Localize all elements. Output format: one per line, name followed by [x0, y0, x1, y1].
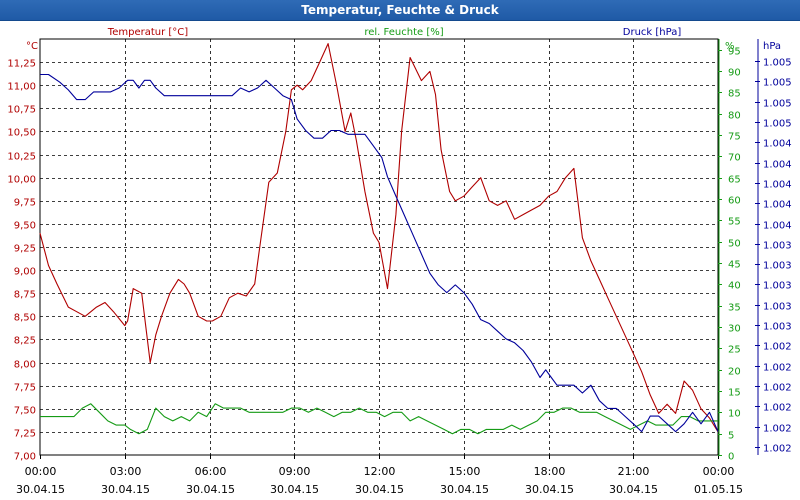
series-line-temperature	[39, 43, 719, 433]
x-tick-time-label: 03:00	[110, 465, 142, 478]
series-line-humidity	[40, 403, 718, 435]
x-tick-time-label: 09:00	[279, 465, 311, 478]
humidity-tick-label: 75	[728, 132, 741, 143]
humidity-tick-label: 20	[728, 367, 741, 378]
x-tick-date-label: 30.04.15	[186, 483, 235, 496]
humidity-tick-label: 0	[728, 452, 734, 463]
temperature-tick-label: 7,50	[14, 406, 36, 417]
temperature-tick-label: 10,25	[7, 152, 36, 163]
pressure-tick-label: 1.002	[763, 424, 792, 435]
temperature-tick-label: 8,00	[14, 360, 36, 371]
humidity-tick-label: 65	[728, 175, 741, 186]
humidity-tick-label: 90	[728, 68, 741, 79]
x-tick-date-label: 30.04.15	[101, 483, 150, 496]
pressure-axis-title: Druck [hPa]	[623, 27, 682, 38]
series-line-pressure	[40, 73, 719, 433]
plot-frame	[39, 38, 719, 456]
x-tick-date-label: 30.04.15	[440, 483, 489, 496]
temperature-tick-label: 8,75	[14, 290, 36, 301]
temperature-tick-label: 11,00	[7, 82, 36, 93]
humidity-tick-label: 80	[728, 111, 741, 122]
x-tick-time-label: 18:00	[534, 465, 566, 478]
humidity-tick-label: 50	[728, 239, 741, 250]
humidity-tick-label: 5	[728, 431, 734, 442]
pressure-tick-label: 1.002	[763, 383, 792, 394]
temperature-tick-label: 10,75	[7, 105, 36, 116]
humidity-tick-label: 45	[728, 260, 741, 271]
pressure-tick-label: 1.005	[763, 99, 792, 110]
temperature-tick-label: 11,25	[7, 59, 36, 70]
humidity-tick-label: 15	[728, 388, 741, 399]
pressure-tick-label: 1.005	[763, 58, 792, 69]
temperature-tick-label: 9,00	[14, 267, 36, 278]
pressure-tick-label: 1.004	[763, 139, 792, 150]
humidity-tick-label: 30	[728, 324, 741, 335]
humidity-tick-label: 35	[728, 303, 741, 314]
x-tick-date-label: 30.04.15	[16, 483, 65, 496]
x-tick-time-label: 00:00	[25, 465, 57, 478]
humidity-tick-label: 95	[728, 47, 741, 58]
temperature-axis-title: Temperatur [°C]	[107, 27, 188, 38]
pressure-tick-label: 1.002	[763, 342, 792, 353]
x-tick-time-label: 12:00	[364, 465, 396, 478]
x-tick-date-label: 30.04.15	[609, 483, 658, 496]
pressure-tick-label: 1.004	[763, 180, 792, 191]
pressure-tick-label: 1.003	[763, 281, 792, 292]
x-tick-time-label: 00:00	[703, 465, 735, 478]
humidity-axis-title: rel. Feuchte [%]	[364, 27, 443, 38]
pressure-tick-label: 1.004	[763, 160, 792, 171]
pressure-tick-label: 1.003	[763, 241, 792, 252]
x-tick-time-label: 21:00	[618, 465, 650, 478]
temperature-tick-label: 9,75	[14, 198, 36, 209]
humidity-tick-label: 70	[728, 153, 741, 164]
x-tick-date-label: 30.04.15	[355, 483, 404, 496]
horizontal-gridlines	[40, 62, 718, 433]
temperature-tick-label: 9,50	[14, 221, 36, 232]
humidity-tick-label: 25	[728, 345, 741, 356]
humidity-tick-label: 40	[728, 281, 741, 292]
humidity-tick-label: 55	[728, 217, 741, 228]
x-tick-date-label: 30.04.15	[525, 483, 574, 496]
humidity-tick-label: 10	[728, 409, 741, 420]
x-tick-time-label: 15:00	[449, 465, 481, 478]
pressure-unit-label: hPa	[763, 41, 781, 52]
pressure-tick-label: 1.005	[763, 119, 792, 130]
pressure-tick-label: 1.003	[763, 322, 792, 333]
pressure-tick-label: 1.003	[763, 261, 792, 272]
temperature-unit-label: °C	[26, 41, 38, 52]
x-tick-date-label: 30.04.15	[270, 483, 319, 496]
temperature-tick-label: 10,00	[7, 175, 36, 186]
temperature-tick-label: 9,25	[14, 244, 36, 255]
pressure-tick-label: 1.002	[763, 444, 792, 455]
pressure-tick-label: 1.005	[763, 78, 792, 89]
temperature-tick-label: 8,50	[14, 313, 36, 324]
pressure-tick-label: 1.002	[763, 403, 792, 414]
window-title: Temperatur, Feuchte & Druck	[0, 0, 800, 21]
temperature-tick-label: 7,25	[14, 429, 36, 440]
pressure-tick-label: 1.004	[763, 221, 792, 232]
temperature-tick-label: 8,25	[14, 336, 36, 347]
pressure-tick-label: 1.004	[763, 200, 792, 211]
temperature-tick-label: 7,75	[14, 383, 36, 394]
chart: 7,00 7,25 7,50 7,75 8,00 8,25 8,50 8,75 9,00 9,25…	[7, 27, 792, 496]
humidity-tick-label: 60	[728, 196, 741, 207]
humidity-unit-label: %	[725, 41, 735, 52]
pressure-tick-label: 1.002	[763, 363, 792, 374]
humidity-tick-label: 85	[728, 89, 741, 100]
vertical-gridlines	[40, 39, 719, 459]
temperature-tick-label: 7,00	[14, 452, 36, 463]
temperature-tick-label: 10,50	[7, 128, 36, 139]
pressure-tick-label: 1.003	[763, 302, 792, 313]
x-tick-time-label: 06:00	[195, 465, 227, 478]
x-tick-date-label: 01.05.15	[694, 483, 743, 496]
